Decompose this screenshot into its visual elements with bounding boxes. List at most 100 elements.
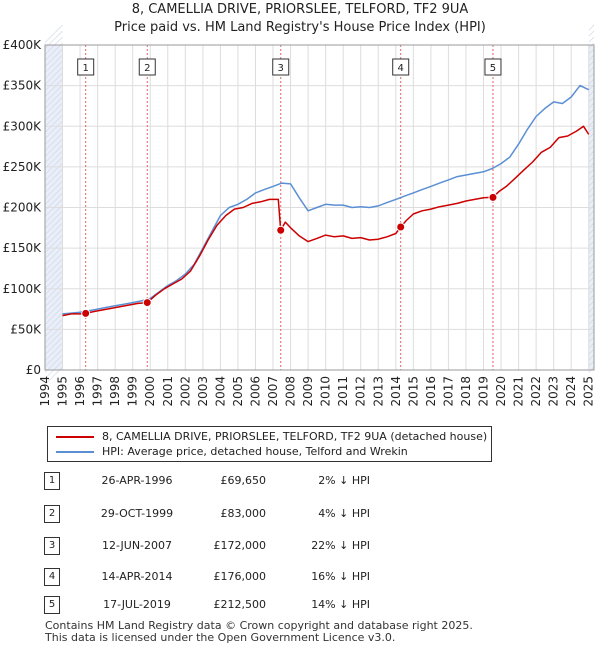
sale-number-box bbox=[77, 58, 95, 76]
hatch-line bbox=[44, 126, 63, 145]
table-row: 2 29-OCT-1999 £83,000 4% ↓ HPI bbox=[42, 505, 562, 523]
hatch-line bbox=[44, 312, 63, 331]
x-tick-label: 2023 bbox=[547, 376, 561, 407]
hatch-line bbox=[588, 198, 595, 205]
chart-legend: 8, CAMELLIA DRIVE, PRIORSLEE, TELFORD, T… bbox=[47, 426, 492, 462]
plot-frame bbox=[44, 44, 595, 371]
sale-point bbox=[81, 308, 91, 318]
hatch-line bbox=[588, 276, 595, 283]
x-tick-label: 2014 bbox=[389, 376, 403, 407]
hatch-line bbox=[44, 216, 63, 235]
hatch-line bbox=[44, 162, 63, 181]
x-tick-label: 2001 bbox=[161, 376, 175, 407]
hatch-line bbox=[44, 264, 63, 283]
hatch-line bbox=[44, 114, 63, 133]
x-tick-label: 2013 bbox=[371, 376, 385, 407]
hatch-line bbox=[588, 120, 595, 127]
x-tick-label: 2025 bbox=[582, 376, 596, 407]
hatch-line bbox=[44, 84, 63, 103]
sale-hpi-diff: 22% ↓ HPI bbox=[311, 539, 370, 552]
sale-point bbox=[142, 298, 152, 308]
sale-number-label: 3 bbox=[278, 63, 284, 74]
sale-price: £176,000 bbox=[213, 570, 267, 583]
hatch-line bbox=[44, 300, 63, 319]
table-row: 5 17-JUL-2019 £212,500 14% ↓ HPI bbox=[42, 596, 562, 614]
hatch-line bbox=[588, 264, 595, 271]
hatch-line bbox=[588, 270, 595, 277]
hatch-line bbox=[44, 102, 63, 121]
hatch-line bbox=[44, 120, 63, 139]
hatch-line bbox=[588, 150, 595, 157]
x-tick-label: 2003 bbox=[196, 376, 210, 407]
legend-swatch-property bbox=[56, 435, 94, 438]
hatch-line bbox=[588, 330, 595, 337]
x-tick-label: 2016 bbox=[424, 376, 438, 407]
hatch-line bbox=[44, 318, 63, 337]
sale-price: £212,500 bbox=[213, 598, 267, 611]
footer-line-1: Contains HM Land Registry data © Crown c… bbox=[45, 619, 473, 632]
hatch-line bbox=[588, 282, 595, 289]
hatch-line bbox=[44, 108, 63, 127]
x-tick-label: 2002 bbox=[178, 376, 192, 407]
sale-date: 14-APR-2014 bbox=[101, 570, 173, 583]
sale-number-badge: 1 bbox=[44, 472, 60, 490]
hatch-line bbox=[588, 318, 595, 325]
hatch-line bbox=[588, 102, 595, 109]
hatch-line bbox=[44, 294, 63, 313]
hatch-line bbox=[44, 138, 63, 157]
sale-price: £83,000 bbox=[220, 507, 267, 520]
y-tick-label: £0 bbox=[26, 363, 41, 377]
sale-number-label: 5 bbox=[490, 63, 496, 74]
x-tick-label: 1998 bbox=[108, 376, 122, 407]
y-tick-label: £300K bbox=[3, 119, 43, 133]
hatch-line bbox=[44, 24, 63, 43]
legend-item-hpi: HPI: Average price, detached house, Telf… bbox=[56, 445, 408, 458]
x-tick-label: 2010 bbox=[319, 376, 333, 407]
sale-number-label: 1 bbox=[83, 63, 89, 74]
sale-number-label: 4 bbox=[398, 63, 404, 74]
sale-point bbox=[276, 225, 286, 235]
hatch-line bbox=[588, 48, 595, 55]
hatch-line bbox=[588, 228, 595, 235]
sale-price: £69,650 bbox=[220, 474, 267, 487]
sale-date: 29-OCT-1999 bbox=[100, 507, 174, 520]
hatch-line bbox=[44, 306, 63, 325]
x-tick-label: 2012 bbox=[354, 376, 368, 407]
hatch-line bbox=[44, 246, 63, 265]
hatch-line bbox=[588, 132, 595, 139]
hatch-line bbox=[44, 78, 63, 97]
x-tick-label: 1997 bbox=[91, 376, 105, 407]
hatch-line bbox=[588, 306, 595, 313]
series-line-property bbox=[62, 125, 590, 317]
hatch-line bbox=[44, 336, 63, 355]
hatch-line bbox=[44, 36, 63, 55]
hatch-line bbox=[44, 168, 63, 187]
footer-attribution: Contains HM Land Registry data © Crown c… bbox=[45, 620, 473, 644]
hatch-line bbox=[588, 162, 595, 169]
legend-label-property: 8, CAMELLIA DRIVE, PRIORSLEE, TELFORD, T… bbox=[102, 430, 488, 443]
hatch-line bbox=[588, 180, 595, 187]
sale-point bbox=[488, 192, 498, 202]
hatch-line bbox=[588, 168, 595, 175]
hatch-line bbox=[588, 54, 595, 61]
hatch-line bbox=[44, 60, 63, 79]
hatch-line bbox=[44, 96, 63, 115]
hatch-line bbox=[44, 258, 63, 277]
hatch-line bbox=[44, 180, 63, 199]
hatch-line bbox=[44, 174, 63, 193]
hatch-line bbox=[44, 282, 63, 301]
x-tick-label: 2017 bbox=[441, 376, 455, 407]
hatch-line bbox=[44, 270, 63, 289]
hatch-line bbox=[588, 288, 595, 295]
x-tick-label: 2004 bbox=[213, 376, 227, 407]
hatch-line bbox=[588, 24, 595, 31]
chart-subtitle: Price paid vs. HM Land Registry's House … bbox=[114, 20, 486, 35]
hatch-line bbox=[44, 42, 63, 61]
hatch-line bbox=[44, 72, 63, 91]
y-tick-label: £50K bbox=[10, 322, 42, 336]
sale-date: 12-JUN-2007 bbox=[101, 539, 173, 552]
chart-title: 8, CAMELLIA DRIVE, PRIORSLEE, TELFORD, T… bbox=[131, 2, 469, 17]
table-row: 4 14-APR-2014 £176,000 16% ↓ HPI bbox=[42, 568, 562, 586]
footer-line-2: This data is licensed under the Open Gov… bbox=[45, 631, 396, 644]
hatch-line bbox=[588, 336, 595, 343]
